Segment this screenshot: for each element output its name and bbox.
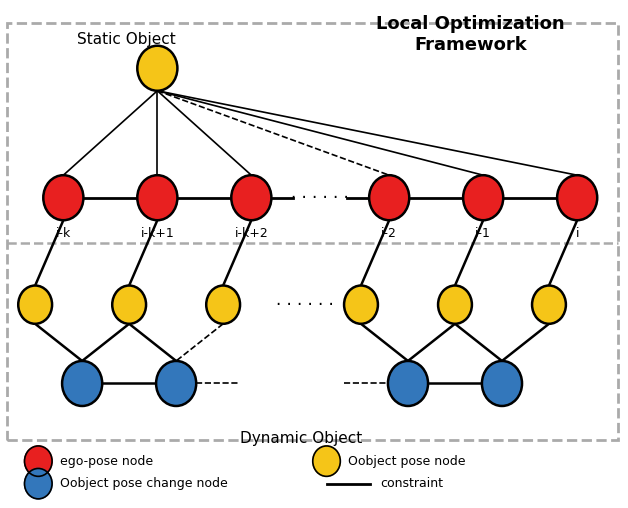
Ellipse shape bbox=[557, 175, 597, 220]
Ellipse shape bbox=[438, 285, 472, 324]
Text: i: i bbox=[575, 227, 579, 240]
Ellipse shape bbox=[369, 175, 409, 220]
Ellipse shape bbox=[206, 285, 240, 324]
Ellipse shape bbox=[62, 361, 102, 406]
Ellipse shape bbox=[138, 46, 177, 91]
Text: i-k: i-k bbox=[56, 227, 71, 240]
Text: Local Optimization
Framework: Local Optimization Framework bbox=[376, 15, 565, 53]
Text: i-1: i-1 bbox=[475, 227, 491, 240]
Text: ego-pose node: ego-pose node bbox=[60, 455, 153, 468]
Ellipse shape bbox=[313, 446, 340, 477]
Text: Oobject pose change node: Oobject pose change node bbox=[60, 477, 228, 490]
Ellipse shape bbox=[156, 361, 196, 406]
Text: Dynamic Object: Dynamic Object bbox=[241, 431, 362, 447]
Text: i-k+2: i-k+2 bbox=[234, 227, 268, 240]
Ellipse shape bbox=[43, 175, 84, 220]
Ellipse shape bbox=[463, 175, 503, 220]
Ellipse shape bbox=[482, 361, 522, 406]
Text: · · · · · ·: · · · · · · bbox=[291, 188, 349, 207]
Text: i-k+1: i-k+1 bbox=[141, 227, 174, 240]
Text: · · · · · ·: · · · · · · bbox=[276, 296, 333, 313]
Ellipse shape bbox=[24, 446, 52, 477]
Ellipse shape bbox=[532, 285, 566, 324]
Ellipse shape bbox=[24, 468, 52, 499]
Text: Static Object: Static Object bbox=[77, 31, 175, 47]
Ellipse shape bbox=[344, 285, 378, 324]
Ellipse shape bbox=[18, 285, 52, 324]
Ellipse shape bbox=[138, 175, 177, 220]
Ellipse shape bbox=[112, 285, 146, 324]
Text: i-2: i-2 bbox=[381, 227, 397, 240]
Ellipse shape bbox=[231, 175, 271, 220]
Ellipse shape bbox=[388, 361, 428, 406]
Text: constraint: constraint bbox=[380, 477, 443, 490]
Text: Oobject pose node: Oobject pose node bbox=[349, 455, 466, 468]
